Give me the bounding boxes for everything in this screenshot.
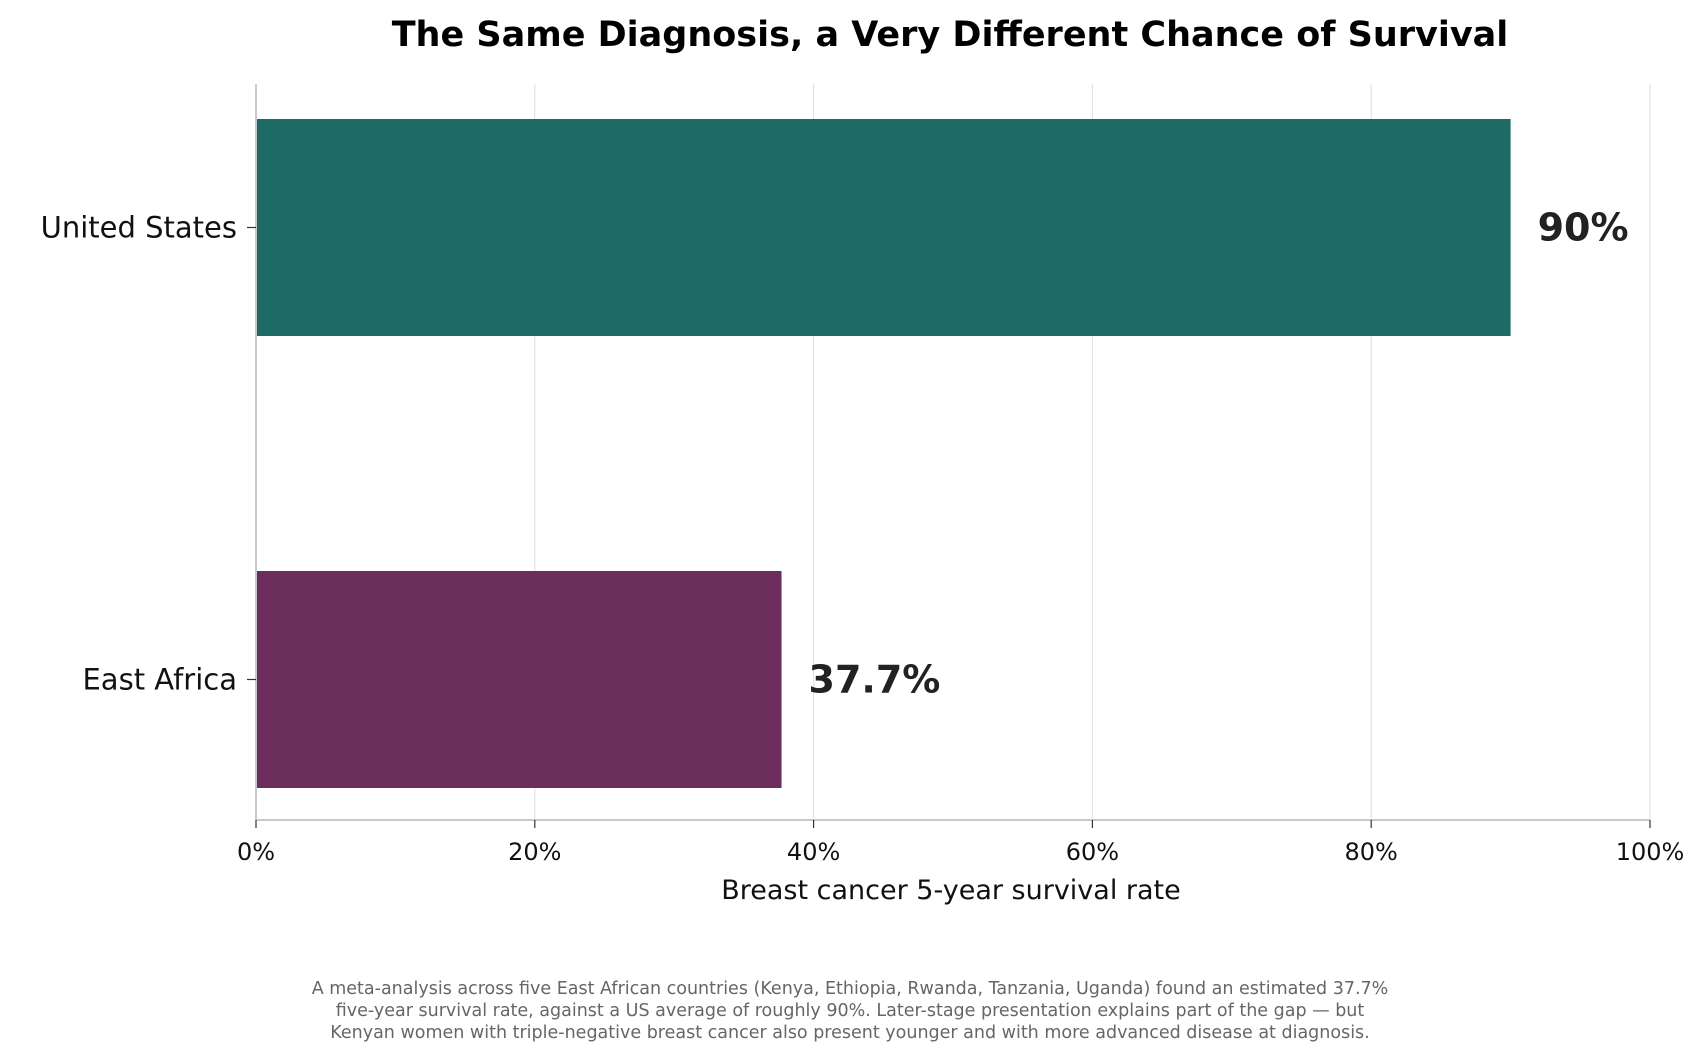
value-labels: 90% 37.7% bbox=[809, 206, 1629, 702]
x-tick-label: 60% bbox=[1066, 838, 1119, 866]
x-tick-label: 100% bbox=[1616, 838, 1685, 866]
value-label: 90% bbox=[1538, 206, 1629, 250]
category-label: East Africa bbox=[82, 663, 237, 697]
value-label: 37.7% bbox=[809, 658, 941, 702]
category-labels: United States East Africa bbox=[41, 211, 256, 697]
axes bbox=[255, 84, 1650, 821]
x-tick-label: 80% bbox=[1345, 838, 1398, 866]
caption: A meta-analysis across five East African… bbox=[150, 978, 1550, 1044]
bars bbox=[256, 119, 1511, 788]
bar bbox=[256, 571, 782, 788]
x-ticks: 0% 20% 40% 60% 80% 100% bbox=[237, 820, 1684, 866]
x-tick-label: 20% bbox=[508, 838, 561, 866]
x-tick-label: 0% bbox=[237, 838, 275, 866]
bar bbox=[256, 119, 1511, 336]
x-tick-label: 40% bbox=[787, 838, 840, 866]
x-axis-label: Breast cancer 5-year survival rate bbox=[721, 875, 1181, 906]
caption-line: five-year survival rate, against a US av… bbox=[335, 1001, 1365, 1021]
category-label: United States bbox=[41, 211, 237, 245]
caption-line: Kenyan women with triple-negative breast… bbox=[330, 1023, 1370, 1043]
caption-line: A meta-analysis across five East African… bbox=[311, 979, 1389, 999]
chart-title: The Same Diagnosis, a Very Different Cha… bbox=[392, 15, 1509, 55]
